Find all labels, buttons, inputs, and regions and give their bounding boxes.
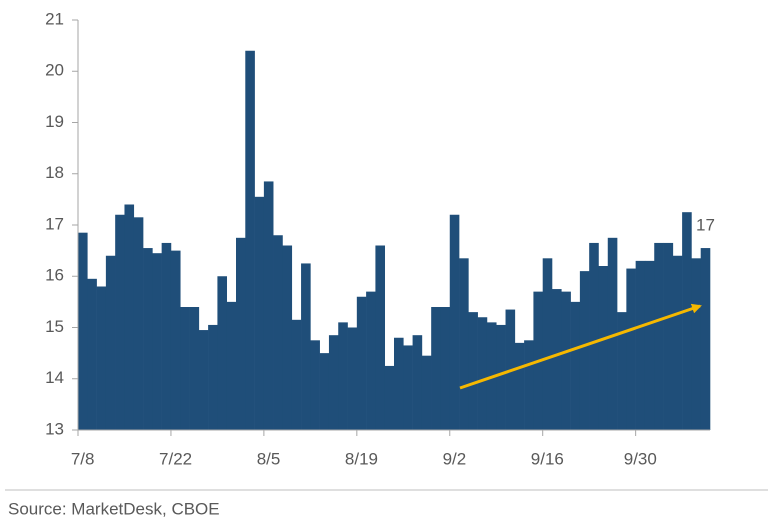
bar (440, 307, 451, 430)
x-tick-label: 7/8 (71, 449, 95, 468)
bar (263, 181, 274, 430)
bar (282, 245, 293, 430)
plot: 13 14 15 16 17 18 19 20 21 7/8 7/22 8/5 8/19 9/2 9/16 9… (45, 9, 711, 468)
bar (589, 242, 599, 430)
x-tick-label: 8/5 (257, 449, 281, 468)
bar (403, 345, 413, 430)
bar (579, 271, 590, 430)
bar (394, 337, 404, 430)
x-tick-label: 8/19 (345, 449, 378, 468)
bar (189, 307, 200, 430)
bar (310, 340, 320, 430)
bar (542, 258, 553, 430)
bar (347, 327, 358, 430)
bar (468, 312, 478, 430)
bar (449, 214, 460, 430)
bar (524, 340, 534, 430)
bar (105, 255, 116, 430)
trend-arrow (459, 303, 702, 390)
bar (161, 242, 172, 430)
bar (691, 258, 702, 430)
bar (170, 250, 181, 430)
bar (561, 291, 571, 430)
bar (328, 335, 339, 430)
bar (236, 237, 246, 430)
bar (496, 324, 506, 430)
bar (208, 324, 218, 430)
bar (152, 253, 162, 430)
bar (617, 312, 627, 430)
bar (115, 214, 125, 430)
bar (635, 260, 646, 430)
bar (301, 263, 311, 430)
x-tick-label: 9/2 (443, 449, 467, 468)
y-tick-label: 16 (45, 266, 64, 285)
bar (607, 237, 618, 430)
bar (552, 289, 562, 430)
bar (338, 322, 348, 430)
y-tick-label: 18 (45, 163, 64, 182)
x-tick-label: 9/30 (624, 449, 657, 468)
bar (366, 291, 376, 430)
bar (663, 242, 674, 430)
bar (198, 330, 209, 430)
bar (180, 307, 190, 430)
y-tick-label: 19 (45, 112, 64, 131)
bar (291, 319, 302, 430)
bar (217, 276, 228, 430)
bar (133, 217, 144, 430)
bar (273, 235, 283, 430)
bar (431, 307, 441, 430)
bar (626, 268, 636, 430)
bar (421, 355, 432, 430)
y-tick-label: 14 (45, 368, 64, 387)
bar (356, 296, 367, 430)
x-tick-label: 7/22 (159, 449, 192, 468)
bar (644, 260, 655, 430)
bar (143, 248, 153, 430)
y-tick-label: 17 (45, 214, 64, 233)
bar (384, 365, 395, 430)
bar (598, 266, 609, 430)
y-tick-label: 15 (45, 317, 64, 336)
annotation: 17 (696, 215, 715, 234)
bar (245, 50, 255, 430)
x-tick-label: 9/16 (531, 449, 564, 468)
bar (96, 286, 107, 430)
source: Source: MarketDesk, CBOE (8, 499, 220, 518)
bar (477, 317, 488, 430)
bar (570, 301, 581, 430)
bar (672, 255, 683, 430)
bar (375, 245, 386, 430)
bar (514, 342, 525, 430)
y-tick-label: 13 (45, 419, 64, 438)
bar (254, 196, 265, 430)
bar (124, 204, 135, 430)
bar (412, 335, 423, 430)
bar (319, 353, 330, 430)
bar (78, 232, 88, 430)
bar (700, 248, 711, 430)
bar (226, 301, 237, 430)
y-tick-label: 20 (45, 61, 64, 80)
bar (682, 212, 692, 430)
bar (654, 242, 664, 430)
bar (459, 258, 469, 430)
y-tick-label: 21 (45, 9, 64, 28)
bar (87, 278, 97, 430)
